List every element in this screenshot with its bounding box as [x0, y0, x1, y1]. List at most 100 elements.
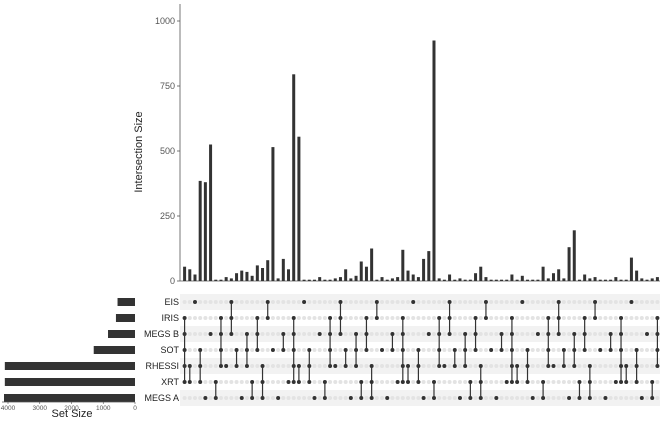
matrix-dot-inactive: [478, 348, 483, 352]
matrix-dot-inactive: [421, 348, 426, 352]
intersection-bar: [645, 279, 649, 281]
matrix-dot-inactive: [572, 396, 577, 400]
matrix-dot-inactive: [645, 380, 650, 384]
set-size-tick-label: 2000: [64, 405, 79, 412]
matrix-dot-inactive: [525, 316, 530, 320]
matrix-dot-inactive: [411, 332, 416, 336]
matrix-dot-inactive: [452, 396, 457, 400]
matrix-dot-inactive: [213, 316, 218, 320]
matrix-dot-inactive: [473, 396, 478, 400]
matrix-dot-inactive: [224, 332, 229, 336]
matrix-dot-inactive: [645, 396, 650, 400]
matrix-dot-inactive: [250, 316, 255, 320]
intersection-bar: [427, 251, 431, 281]
matrix-dot-inactive: [541, 364, 546, 368]
matrix-dot-inactive: [520, 316, 525, 320]
matrix-dot-inactive: [520, 332, 525, 336]
matrix-dot-inactive: [380, 380, 385, 384]
intersection-bar: [255, 265, 259, 281]
matrix-dot-inactive: [551, 300, 556, 304]
matrix-dot-inactive: [348, 316, 353, 320]
intersection-bar: [406, 270, 410, 281]
matrix-dot-inactive: [535, 380, 540, 384]
matrix-dot-active: [426, 332, 431, 336]
matrix-dot-inactive: [593, 332, 598, 336]
matrix-dot-inactive: [520, 380, 525, 384]
matrix-dot-inactive: [234, 396, 239, 400]
matrix-dot-inactive: [645, 300, 650, 304]
matrix-dot-inactive: [411, 348, 416, 352]
matrix-dot-inactive: [208, 316, 213, 320]
matrix-dot-inactive: [411, 396, 416, 400]
matrix-dot-inactive: [639, 332, 644, 336]
matrix-dot-inactive: [302, 396, 307, 400]
matrix-dot-inactive: [530, 316, 535, 320]
matrix-dot-inactive: [504, 316, 509, 320]
matrix-dot-inactive: [317, 348, 322, 352]
intersection-bar: [385, 279, 389, 281]
y-tick-label: 500: [160, 146, 175, 156]
intersection-bar: [448, 274, 452, 281]
matrix-dot-inactive: [239, 364, 244, 368]
matrix-dot-active: [380, 348, 385, 352]
matrix-dot-inactive: [515, 316, 520, 320]
matrix-dot-inactive: [296, 348, 301, 352]
matrix-dot-inactive: [541, 300, 546, 304]
intersection-bar: [624, 279, 628, 281]
matrix-dot-inactive: [343, 396, 348, 400]
matrix-dot-inactive: [317, 316, 322, 320]
intersection-bar: [276, 278, 280, 281]
matrix-dot-inactive: [499, 364, 504, 368]
matrix-dot-inactive: [535, 396, 540, 400]
matrix-dot-inactive: [302, 348, 307, 352]
matrix-dot-inactive: [593, 364, 598, 368]
intersection-bar: [463, 279, 467, 281]
intersection-bar: [364, 266, 368, 281]
matrix-dot-inactive: [530, 348, 535, 352]
matrix-dot-inactive: [426, 300, 431, 304]
matrix-dot-inactive: [452, 380, 457, 384]
matrix-dot-inactive: [431, 316, 436, 320]
matrix-dot-inactive: [473, 300, 478, 304]
matrix-dot-inactive: [385, 316, 390, 320]
matrix-dot-inactive: [385, 332, 390, 336]
matrix-dot-inactive: [556, 364, 561, 368]
intersection-bar: [505, 279, 509, 281]
matrix-dot-inactive: [483, 396, 488, 400]
matrix-dot-inactive: [551, 316, 556, 320]
intersection-bar: [536, 279, 540, 281]
matrix-dot-inactive: [650, 300, 655, 304]
intersection-bar: [370, 248, 374, 281]
matrix-dot-inactive: [198, 316, 203, 320]
matrix-dot-inactive: [276, 364, 281, 368]
matrix-dot-inactive: [244, 380, 249, 384]
matrix-dot-inactive: [322, 316, 327, 320]
matrix-dot-inactive: [624, 396, 629, 400]
matrix-dot-inactive: [457, 316, 462, 320]
matrix-dot-inactive: [598, 396, 603, 400]
set-size-tick-label: 3000: [33, 405, 48, 412]
matrix-dot-inactive: [593, 348, 598, 352]
matrix-dot-inactive: [608, 316, 613, 320]
matrix-dot-inactive: [333, 396, 338, 400]
matrix-dot-inactive: [504, 396, 509, 400]
matrix-dot-inactive: [561, 332, 566, 336]
matrix-dot-inactive: [281, 396, 286, 400]
matrix-dot-inactive: [333, 348, 338, 352]
matrix-dot-inactive: [270, 364, 275, 368]
matrix-dot-inactive: [650, 364, 655, 368]
matrix-dot-active: [613, 380, 618, 384]
matrix-dot-inactive: [250, 348, 255, 352]
intersection-bar: [635, 270, 639, 281]
matrix-dot-inactive: [629, 316, 634, 320]
matrix-dot-inactive: [582, 380, 587, 384]
set-size-bar: [4, 394, 135, 402]
matrix-dot-inactive: [322, 300, 327, 304]
matrix-dot-inactive: [421, 380, 426, 384]
intersection-bar: [515, 279, 519, 281]
matrix-dot-inactive: [437, 380, 442, 384]
intersection-bar: [203, 182, 207, 281]
matrix-dot-inactive: [270, 332, 275, 336]
intersection-bar: [520, 275, 524, 281]
matrix-dot-inactive: [265, 380, 270, 384]
